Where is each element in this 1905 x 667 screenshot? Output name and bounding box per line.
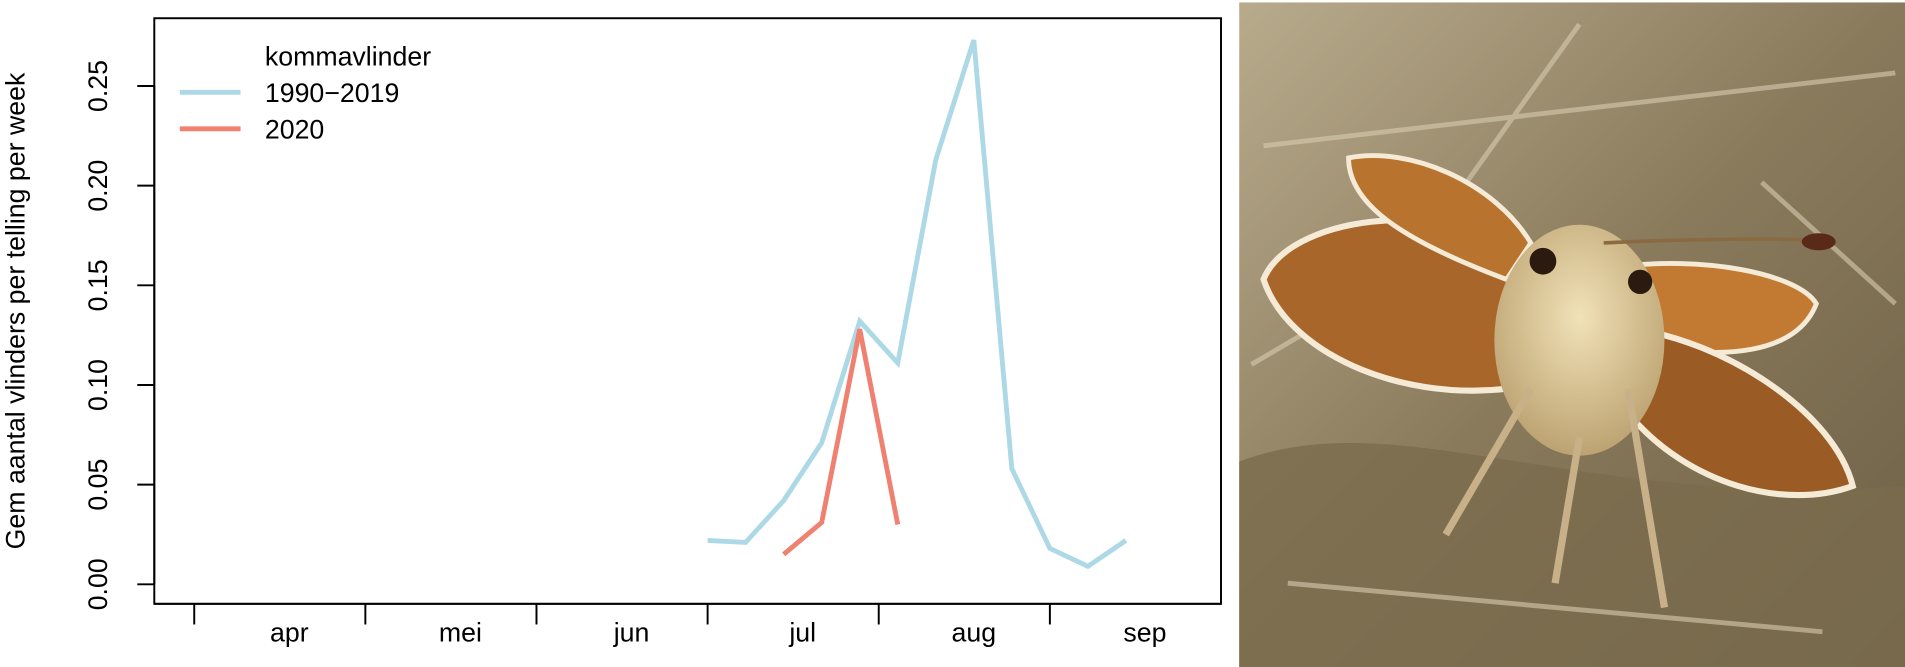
series-line <box>707 39 1128 570</box>
x-tick-label: aug <box>952 617 997 647</box>
y-tick-label: 0.05 <box>83 459 113 511</box>
y-tick-label: 0.00 <box>83 558 113 610</box>
x-tick-label: mei <box>439 617 482 647</box>
x-tick-label: jul <box>788 617 816 647</box>
y-axis-label: Gem aantal vlinders per telling per week <box>0 72 30 549</box>
x-tick-label: apr <box>270 617 309 647</box>
y-tick-label: 0.20 <box>83 160 113 212</box>
y-tick-label: 0.10 <box>83 359 113 411</box>
x-tick-label: sep <box>1123 617 1166 647</box>
photo <box>1239 2 1905 667</box>
y-tick-label: 0.25 <box>83 60 113 112</box>
legend-label: 2020 <box>265 115 324 145</box>
legend-label: 1990−2019 <box>265 78 399 108</box>
series-line <box>782 328 901 557</box>
x-tick-label: jun <box>613 617 650 647</box>
legend-title: kommavlinder <box>265 42 431 72</box>
y-tick-label: 0.15 <box>83 259 113 311</box>
